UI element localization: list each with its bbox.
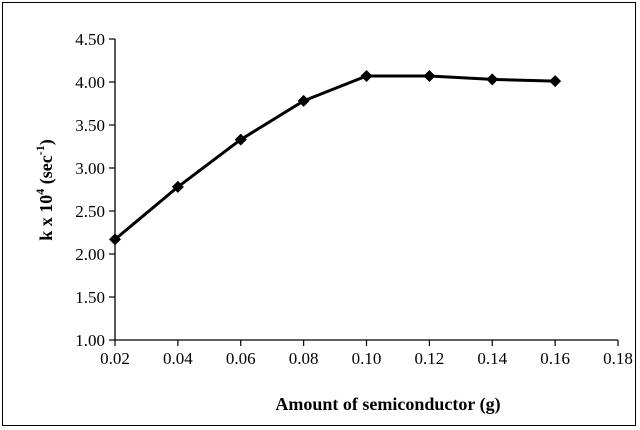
y-axis-title-unit-close: ) [36,139,57,145]
y-tick-label: 4.50 [75,30,105,49]
y-axis-title: k x 104 (sec-1) [33,139,57,241]
y-axis-title-main: k x 10 [36,195,56,241]
y-tick-label: 2.00 [75,245,105,264]
data-point-marker [486,73,499,86]
y-axis-title-unit-exponent: -1 [33,145,47,155]
x-axis-title: Amount of semiconductor (g) [275,394,500,415]
series-group [109,69,562,246]
y-tick-label: 3.00 [75,159,105,178]
x-tick-label: 0.08 [289,349,319,368]
y-tick-label: 1.50 [75,288,105,307]
x-tick-label: 0.12 [415,349,445,368]
y-tick-label: 3.50 [75,116,105,135]
data-point-marker [297,94,310,107]
series-line [114,74,556,241]
y-axis-title-exponent: 4 [33,189,47,195]
data-point-marker [171,180,184,193]
x-tick-label: 0.10 [352,349,382,368]
x-tick-label: 0.14 [477,349,507,368]
x-tick-label: 0.02 [100,349,130,368]
axes [114,39,618,341]
data-point-marker [360,69,373,82]
data-point-marker [109,233,121,246]
y-tick-label: 1.00 [75,331,105,350]
data-point-marker [234,133,247,146]
chart-frame [2,2,636,426]
y-tick-label: 4.00 [75,73,105,92]
x-tick-label: 0.06 [226,349,256,368]
x-ticks: 0.02 0.04 0.06 0.08 0.10 0.12 0.14 0.16 0.18 [100,340,633,368]
x-tick-label: 0.16 [540,349,570,368]
data-point-marker [549,75,562,88]
x-tick-label: 0.04 [163,349,193,368]
y-axis-title-unit-open: (sec [36,155,57,188]
data-point-marker [423,69,436,82]
y-ticks: 1.00 1.50 2.00 2.50 3.00 3.50 4.00 4.50 [75,30,115,350]
y-tick-label: 2.50 [75,202,105,221]
x-tick-label: 0.18 [603,349,633,368]
